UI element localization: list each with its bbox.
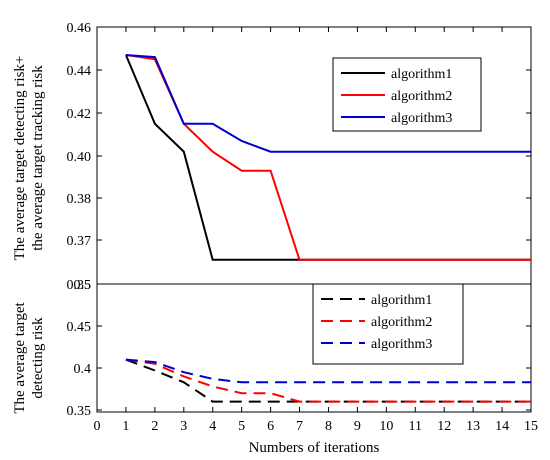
legend-label-algorithm2: algorithm2 <box>391 89 452 104</box>
bottom-series-line-algorithm1 <box>125 358 531 403</box>
bottom-series-line-algorithm2 <box>125 358 531 403</box>
top-series-line-algorithm3 <box>125 54 531 153</box>
x-tick-label: 6 <box>267 419 274 434</box>
bottom-y-tick-label: 0.5 <box>74 278 92 293</box>
x-tick-label: 9 <box>354 419 361 434</box>
x-tick-label: 12 <box>437 419 451 434</box>
x-tick-label: 4 <box>209 419 216 434</box>
legend-label-algorithm1: algorithm1 <box>391 67 452 82</box>
x-tick-label: 8 <box>325 419 332 434</box>
legend-label-algorithm3: algorithm3 <box>371 337 432 352</box>
x-tick-label: 13 <box>466 419 480 434</box>
plot-frame <box>96 26 532 413</box>
legend-label-algorithm3: algorithm3 <box>391 111 452 126</box>
x-tick-label: 2 <box>151 419 158 434</box>
x-tick-label: 3 <box>180 419 187 434</box>
legend-label-algorithm2: algorithm2 <box>371 315 432 330</box>
bottom-y-axis-label: The average target detecting risk <box>12 302 46 414</box>
x-tick-label: 7 <box>296 419 303 434</box>
legend-label-algorithm1: algorithm1 <box>371 293 432 308</box>
top-series-line-algorithm1 <box>124 54 531 261</box>
top-y-axis-label-line: the average target tracking risk <box>30 65 46 251</box>
top-y-tick-label: 0.35 <box>67 278 92 293</box>
bottom-y-tick-label: 0.4 <box>74 362 92 377</box>
top-y-tick-label: 0.38 <box>67 192 92 207</box>
x-tick-label: 1 <box>122 419 129 434</box>
x-tick-label: 11 <box>409 419 422 434</box>
top-y-axis-label-line: The average target detecting risk+ <box>12 56 28 261</box>
bottom-y-axis-label-line: The average target <box>12 302 28 414</box>
x-tick-label: 5 <box>238 419 245 434</box>
bottom-series-line-algorithm3 <box>125 358 531 384</box>
x-tick-label: 0 <box>94 419 101 434</box>
x-axis-label: Numbers of iterations <box>249 440 380 456</box>
top-y-tick-label: 0.44 <box>67 64 92 79</box>
x-tick-label: 10 <box>379 419 393 434</box>
bottom-y-tick-label: 0.45 <box>67 320 92 335</box>
top-y-tick-label: 0.42 <box>67 107 92 122</box>
bottom-y-tick-label: 0.35 <box>67 404 92 419</box>
top-y-tick-label: 0.40 <box>67 150 92 165</box>
bottom-legend-box <box>312 283 464 365</box>
top-y-tick-label: 0.37 <box>67 234 92 249</box>
x-tick-label: 14 <box>495 419 509 434</box>
x-tick-label: 15 <box>524 419 538 434</box>
bottom-y-axis-label-line: detecting risk <box>30 317 46 399</box>
top-y-axis-label: The average target detecting risk+ the av… <box>12 56 46 261</box>
top-y-tick-label: 0.46 <box>67 21 92 36</box>
